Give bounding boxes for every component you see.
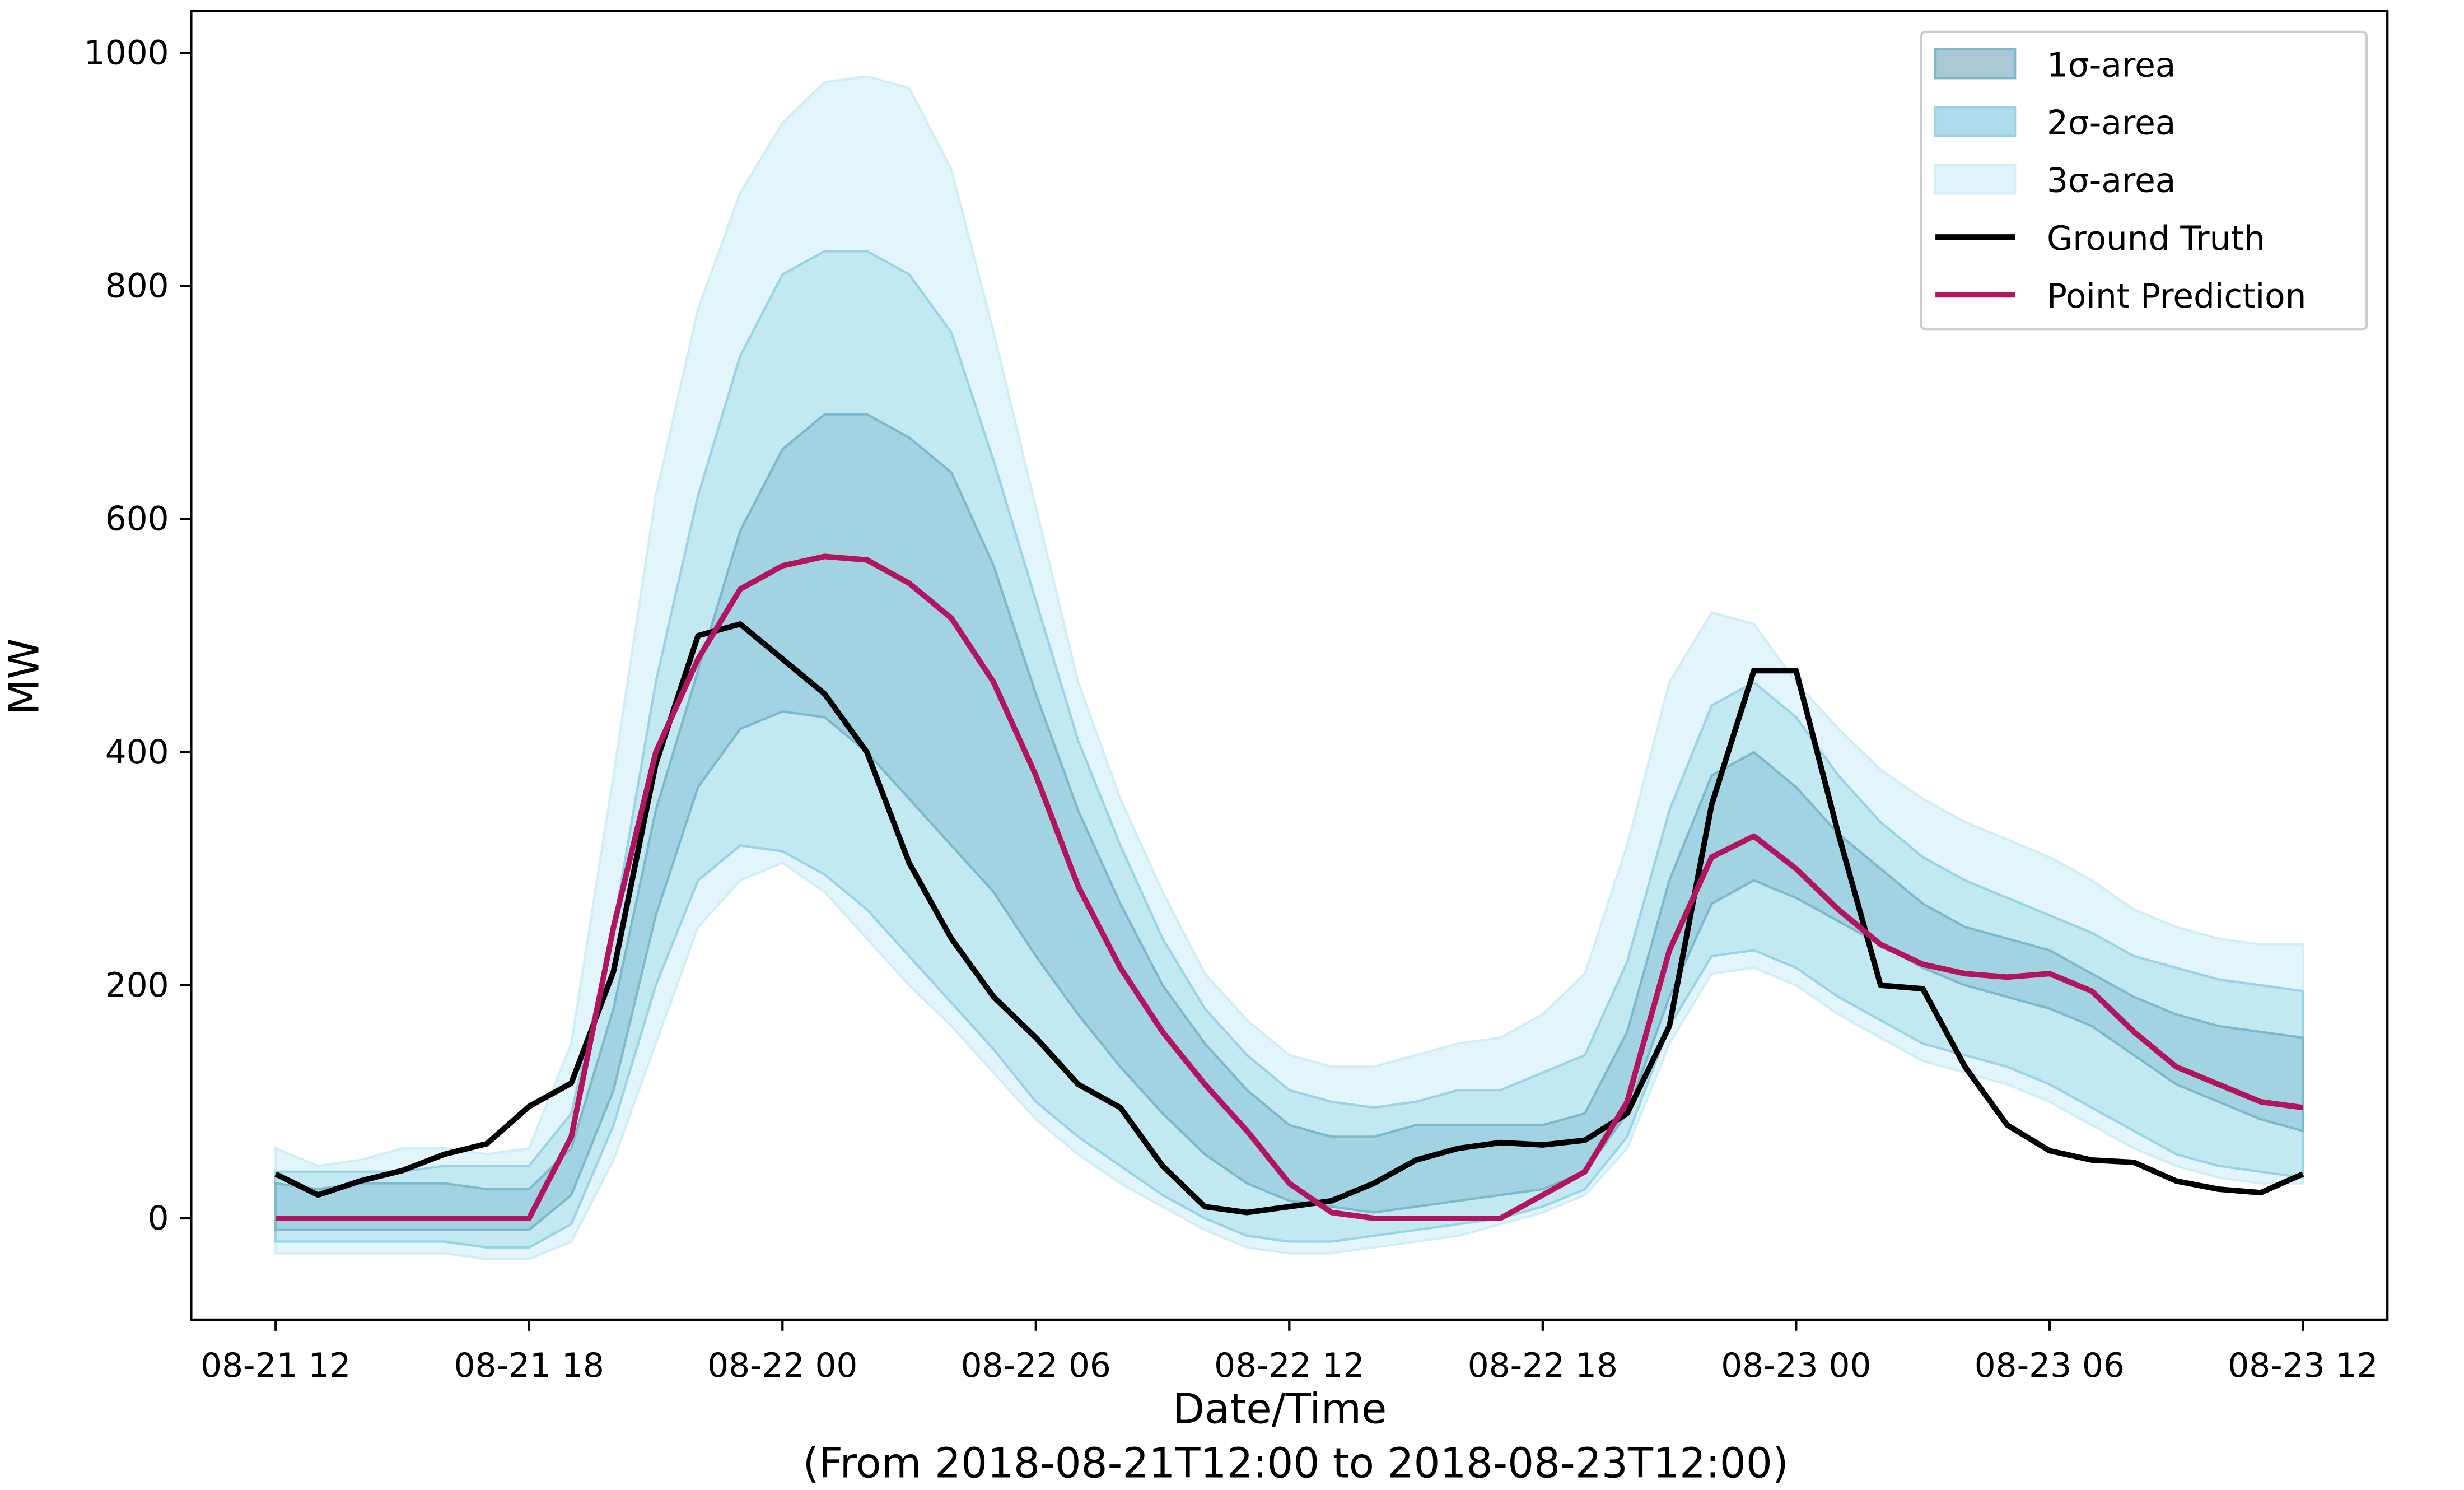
series-line	[276, 553, 2304, 1221]
x-tick-label: 08-23 06	[1975, 1347, 2125, 1385]
x-tick-label: 08-23 12	[2228, 1347, 2378, 1385]
legend-label: 2σ-area	[2047, 104, 2176, 143]
x-tick-label: 08-23 00	[1721, 1347, 1871, 1385]
legend-swatch	[1934, 48, 2017, 80]
y-tick-label: 600	[105, 500, 169, 539]
x-tick-label: 08-22 06	[961, 1347, 1111, 1385]
x-axis-label: Date/Time	[1173, 1385, 1387, 1433]
legend-box	[1920, 30, 2368, 331]
x-tick-label: 08-21 18	[454, 1347, 604, 1385]
legend-label: Ground Truth	[2047, 220, 2265, 258]
plot-frame	[190, 10, 2389, 1321]
series-line	[274, 621, 2304, 1216]
x-tick-label: 08-22 12	[1214, 1347, 1364, 1385]
y-tick-label: 1000	[84, 34, 169, 73]
legend-swatch	[1934, 164, 2017, 195]
x-tick-label: 08-22 18	[1468, 1347, 1618, 1385]
legend-label: 3σ-area	[2047, 162, 2176, 201]
y-tick-label: 0	[148, 1199, 169, 1238]
y-tick-label: 400	[105, 733, 169, 772]
subtitle: (From 2018-08-21T12:00 to 2018-08-23T12:…	[803, 1439, 1789, 1487]
band-area	[274, 413, 2304, 1231]
legend-label: 1σ-area	[2047, 46, 2176, 85]
x-tick-label: 08-22 00	[707, 1347, 857, 1385]
y-axis-label: MW	[1, 638, 49, 715]
y-tick-label: 200	[105, 966, 169, 1005]
x-tick-label: 08-21 12	[200, 1347, 351, 1385]
legend: 1σ-area 2σ-area 3σ-area Ground Truth Point P…	[1920, 30, 2368, 331]
legend-swatch	[1934, 106, 2017, 137]
y-tick-label: 800	[105, 267, 169, 306]
legend-label: Point Prediction	[2047, 277, 2306, 316]
